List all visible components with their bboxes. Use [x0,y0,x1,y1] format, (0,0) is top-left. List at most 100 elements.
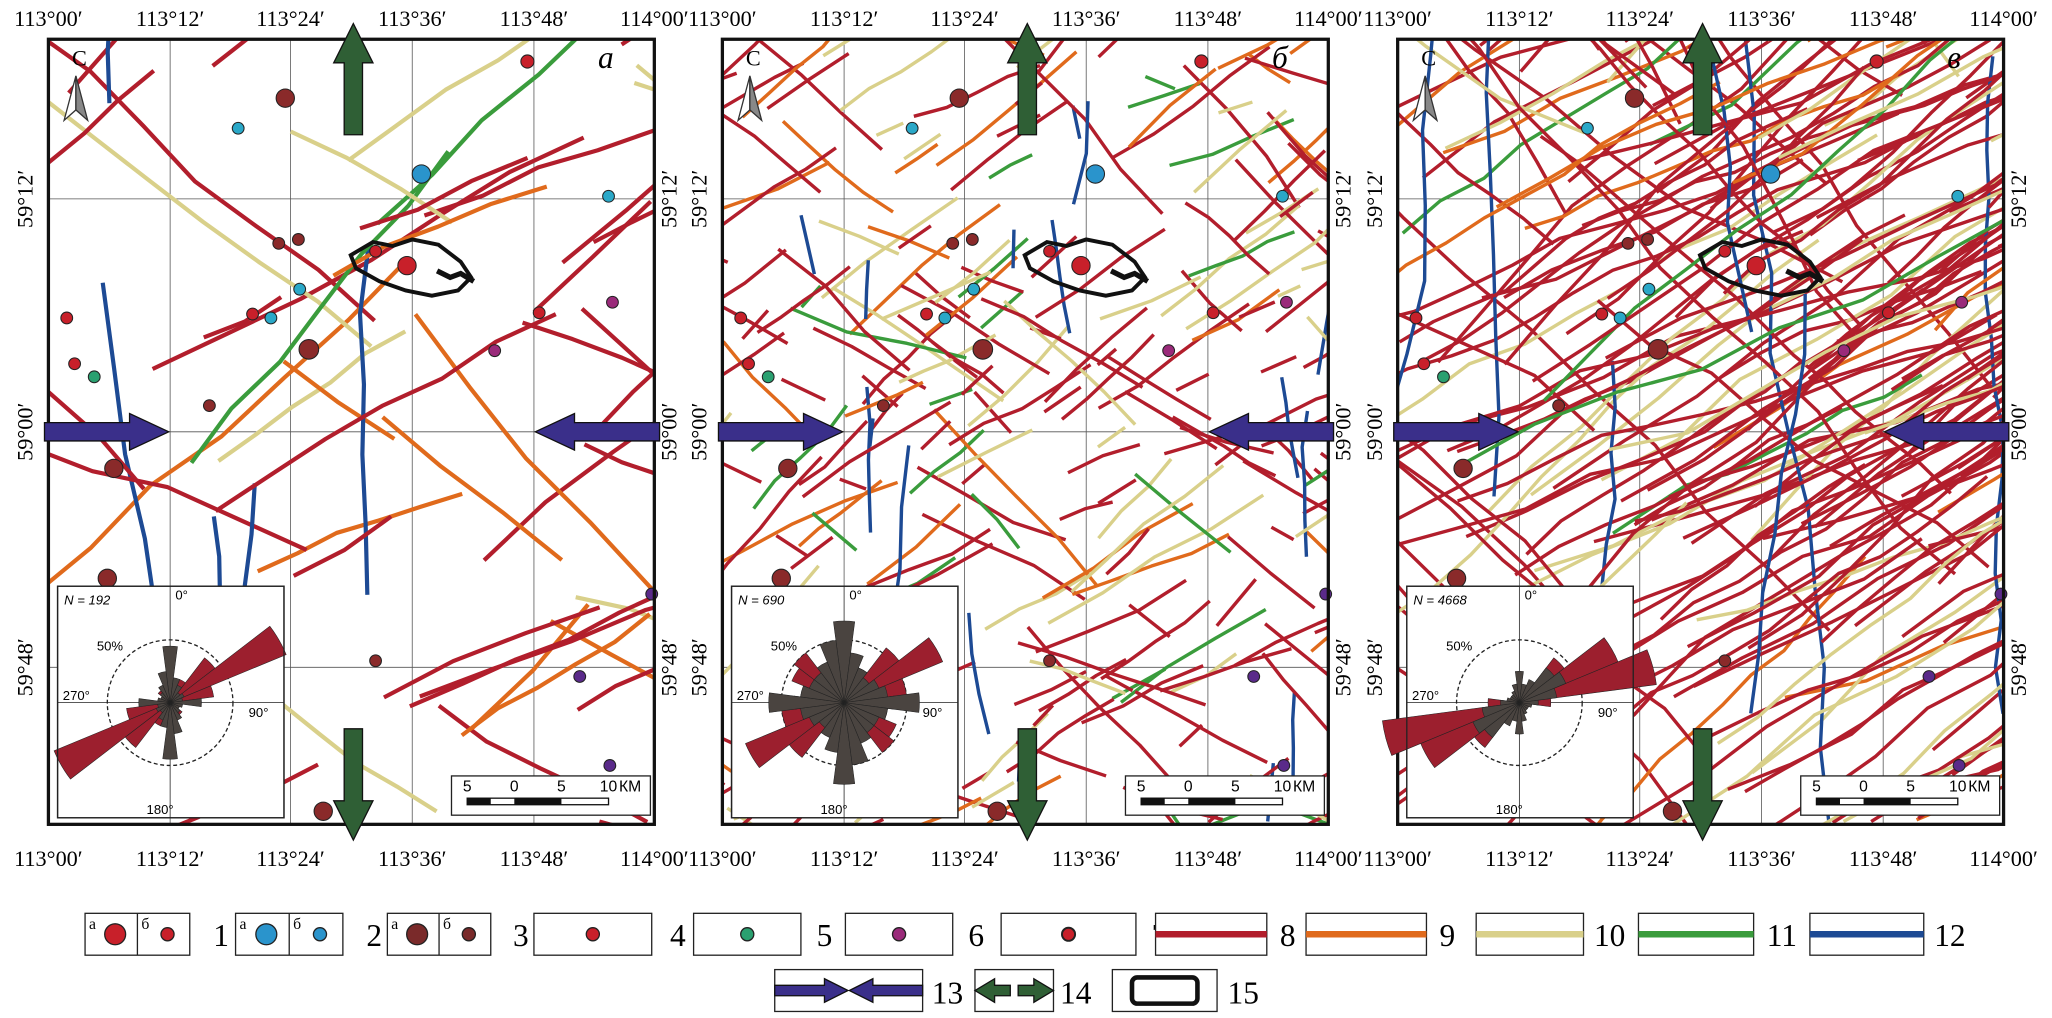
fault-line [576,667,655,712]
fault-line [48,451,308,552]
fault-line [1659,463,1867,621]
fault-line [1446,229,1804,453]
deposit-point [1641,233,1655,246]
fault-line [2002,562,2004,566]
fault-line [1442,39,1705,155]
fault-line [1646,258,2004,492]
fault-line [1486,80,2004,514]
contour-detail [1785,268,1825,284]
fault-line [1215,578,1257,627]
fault-line [722,146,837,227]
scale-label: 5 [1906,779,1915,796]
fault-line [1397,207,2004,453]
fault-line [1727,641,2004,791]
longitude-label: 113°00′ [688,6,757,31]
fault-line [726,806,755,825]
fault-line [1820,501,2004,644]
longitude-label: 113°00′ [1363,846,1432,871]
fault-line [1842,727,2004,823]
rose-label: 270° [1412,688,1439,703]
fault-line [48,39,376,323]
fault-line [988,153,1033,180]
fault-line [1495,39,1891,209]
rose-petal [1514,702,1524,735]
scale-box [1124,775,1326,816]
rose-petal [820,702,845,738]
rose-petal [1514,670,1524,703]
fault-line [722,762,733,773]
fault-line [1184,201,1271,276]
deposit-point [68,357,82,371]
rose-petal [800,685,845,703]
fault-line [1771,188,2004,309]
fault-line [1811,233,2004,371]
deposit-point [246,307,259,321]
fault-line [214,312,557,513]
longitude-label: 113°36′ [378,6,447,31]
deposit-point [1951,189,1965,203]
fault-line [1397,39,1434,393]
latitude-label: 59°48′ [1331,638,1356,696]
fault-line [722,331,786,378]
legend-symbol [406,923,429,946]
fault-line [1815,132,2004,220]
fault-line [692,518,715,530]
deposit-point [949,88,969,108]
fault-line [1352,730,1385,770]
fault-line [950,100,1068,192]
fault-line [722,71,738,81]
fault-line [1686,442,2004,649]
fault-line [635,63,655,83]
fault-line [722,338,817,441]
fault-line [1261,652,1329,733]
fault-line [1344,495,1369,519]
fault-line [1067,442,1141,475]
scale-unit: КМ [619,779,641,796]
rose-count: N = 4668 [1413,593,1467,608]
fault-line [1217,39,1281,70]
deposit-point [742,357,755,371]
fault-line [1191,288,1281,342]
fault-line [48,69,156,166]
scale-label: 10 [600,779,618,796]
latitude-label: 59°12′ [1362,170,1387,228]
fault-line [482,420,655,562]
rose-petal [170,698,202,708]
north-arrow [749,75,763,123]
fault-line [1503,158,1804,300]
fault-line [916,465,1067,542]
fault-line [1606,66,1866,300]
deposit-point [938,311,952,325]
deposit-point [1085,164,1106,184]
fault-line [971,781,1015,809]
fault-line [1593,396,2004,544]
fault-line [908,428,985,495]
fault-line [921,512,1086,601]
fault-line [865,386,873,533]
fault-line [1530,176,2004,497]
legend-number: 15 [1228,976,1259,1011]
fault-line [1260,355,1297,374]
rose-label: 180° [147,802,174,817]
fault-line [766,52,850,110]
fault-line [2028,302,2052,800]
fault-line [934,238,1011,304]
deposit-point [87,370,101,384]
legend-symbol [847,977,924,1004]
fault-line [970,493,1021,550]
fault-line [1567,39,1753,184]
fault-line [1017,641,1207,707]
legend-number: 11 [1767,918,1797,953]
rose-label: 180° [821,802,848,817]
rose-petal [844,692,920,713]
fault-line [1035,578,1187,654]
legend-sublabel: а [391,916,398,933]
deposit-point [1955,295,1969,309]
fault-line [470,603,590,730]
longitude-label: 114°00′ [1969,6,2038,31]
fault-line [1159,647,1292,693]
latitude-label: 59°12′ [657,170,682,228]
fault-line [1100,599,1211,681]
rose-petal [768,692,845,713]
fault-line [532,199,653,314]
